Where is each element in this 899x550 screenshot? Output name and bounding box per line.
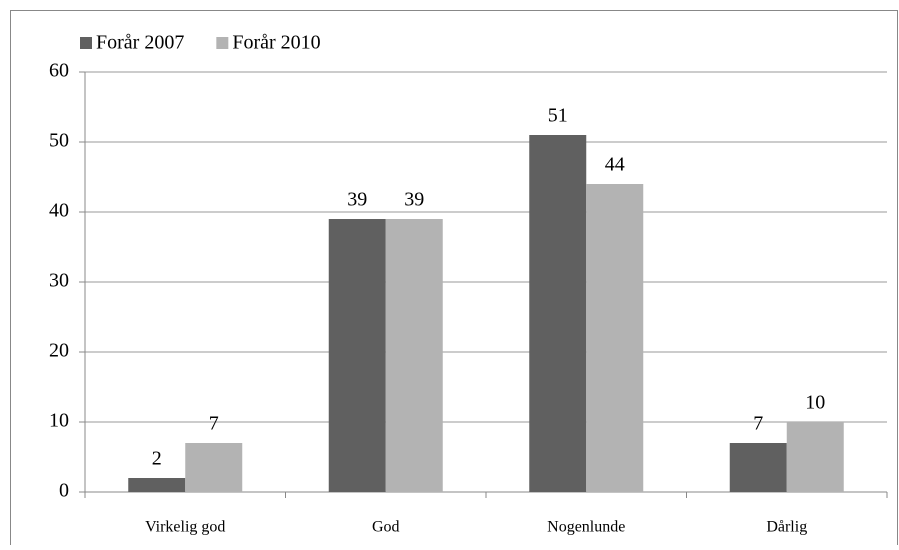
bar [586, 184, 644, 492]
data-label: 10 [805, 392, 825, 414]
legend-swatch [216, 37, 229, 49]
data-label: 7 [209, 413, 219, 435]
y-tick-label: 20 [49, 340, 69, 362]
x-tick-label: Nogenlunde [547, 519, 625, 536]
data-label: 51 [548, 105, 568, 127]
bar [185, 443, 243, 492]
data-label: 44 [605, 154, 625, 176]
y-tick-label: 60 [49, 60, 69, 82]
bar [128, 478, 186, 492]
x-tick-label: Dårlig [766, 519, 807, 536]
data-label: 39 [404, 189, 424, 211]
x-tick-label: God [372, 519, 400, 536]
legend-label: Forår 2010 [232, 32, 320, 54]
bar [328, 219, 386, 492]
bar [529, 135, 587, 492]
bar [786, 422, 844, 492]
y-tick-label: 0 [59, 480, 69, 502]
x-tick-label: Virkelig god [145, 519, 225, 536]
data-label: 7 [753, 413, 763, 435]
legend-swatch [80, 37, 92, 49]
y-tick-label: 40 [49, 200, 69, 222]
bar [385, 219, 443, 492]
chart-frame [10, 10, 898, 550]
bar [729, 443, 787, 492]
data-label: 39 [347, 189, 367, 211]
legend-label: Forår 2007 [96, 32, 184, 54]
data-label: 2 [152, 448, 162, 470]
y-tick-label: 10 [49, 410, 69, 432]
y-tick-label: 50 [49, 130, 69, 152]
y-tick-label: 30 [49, 270, 69, 292]
